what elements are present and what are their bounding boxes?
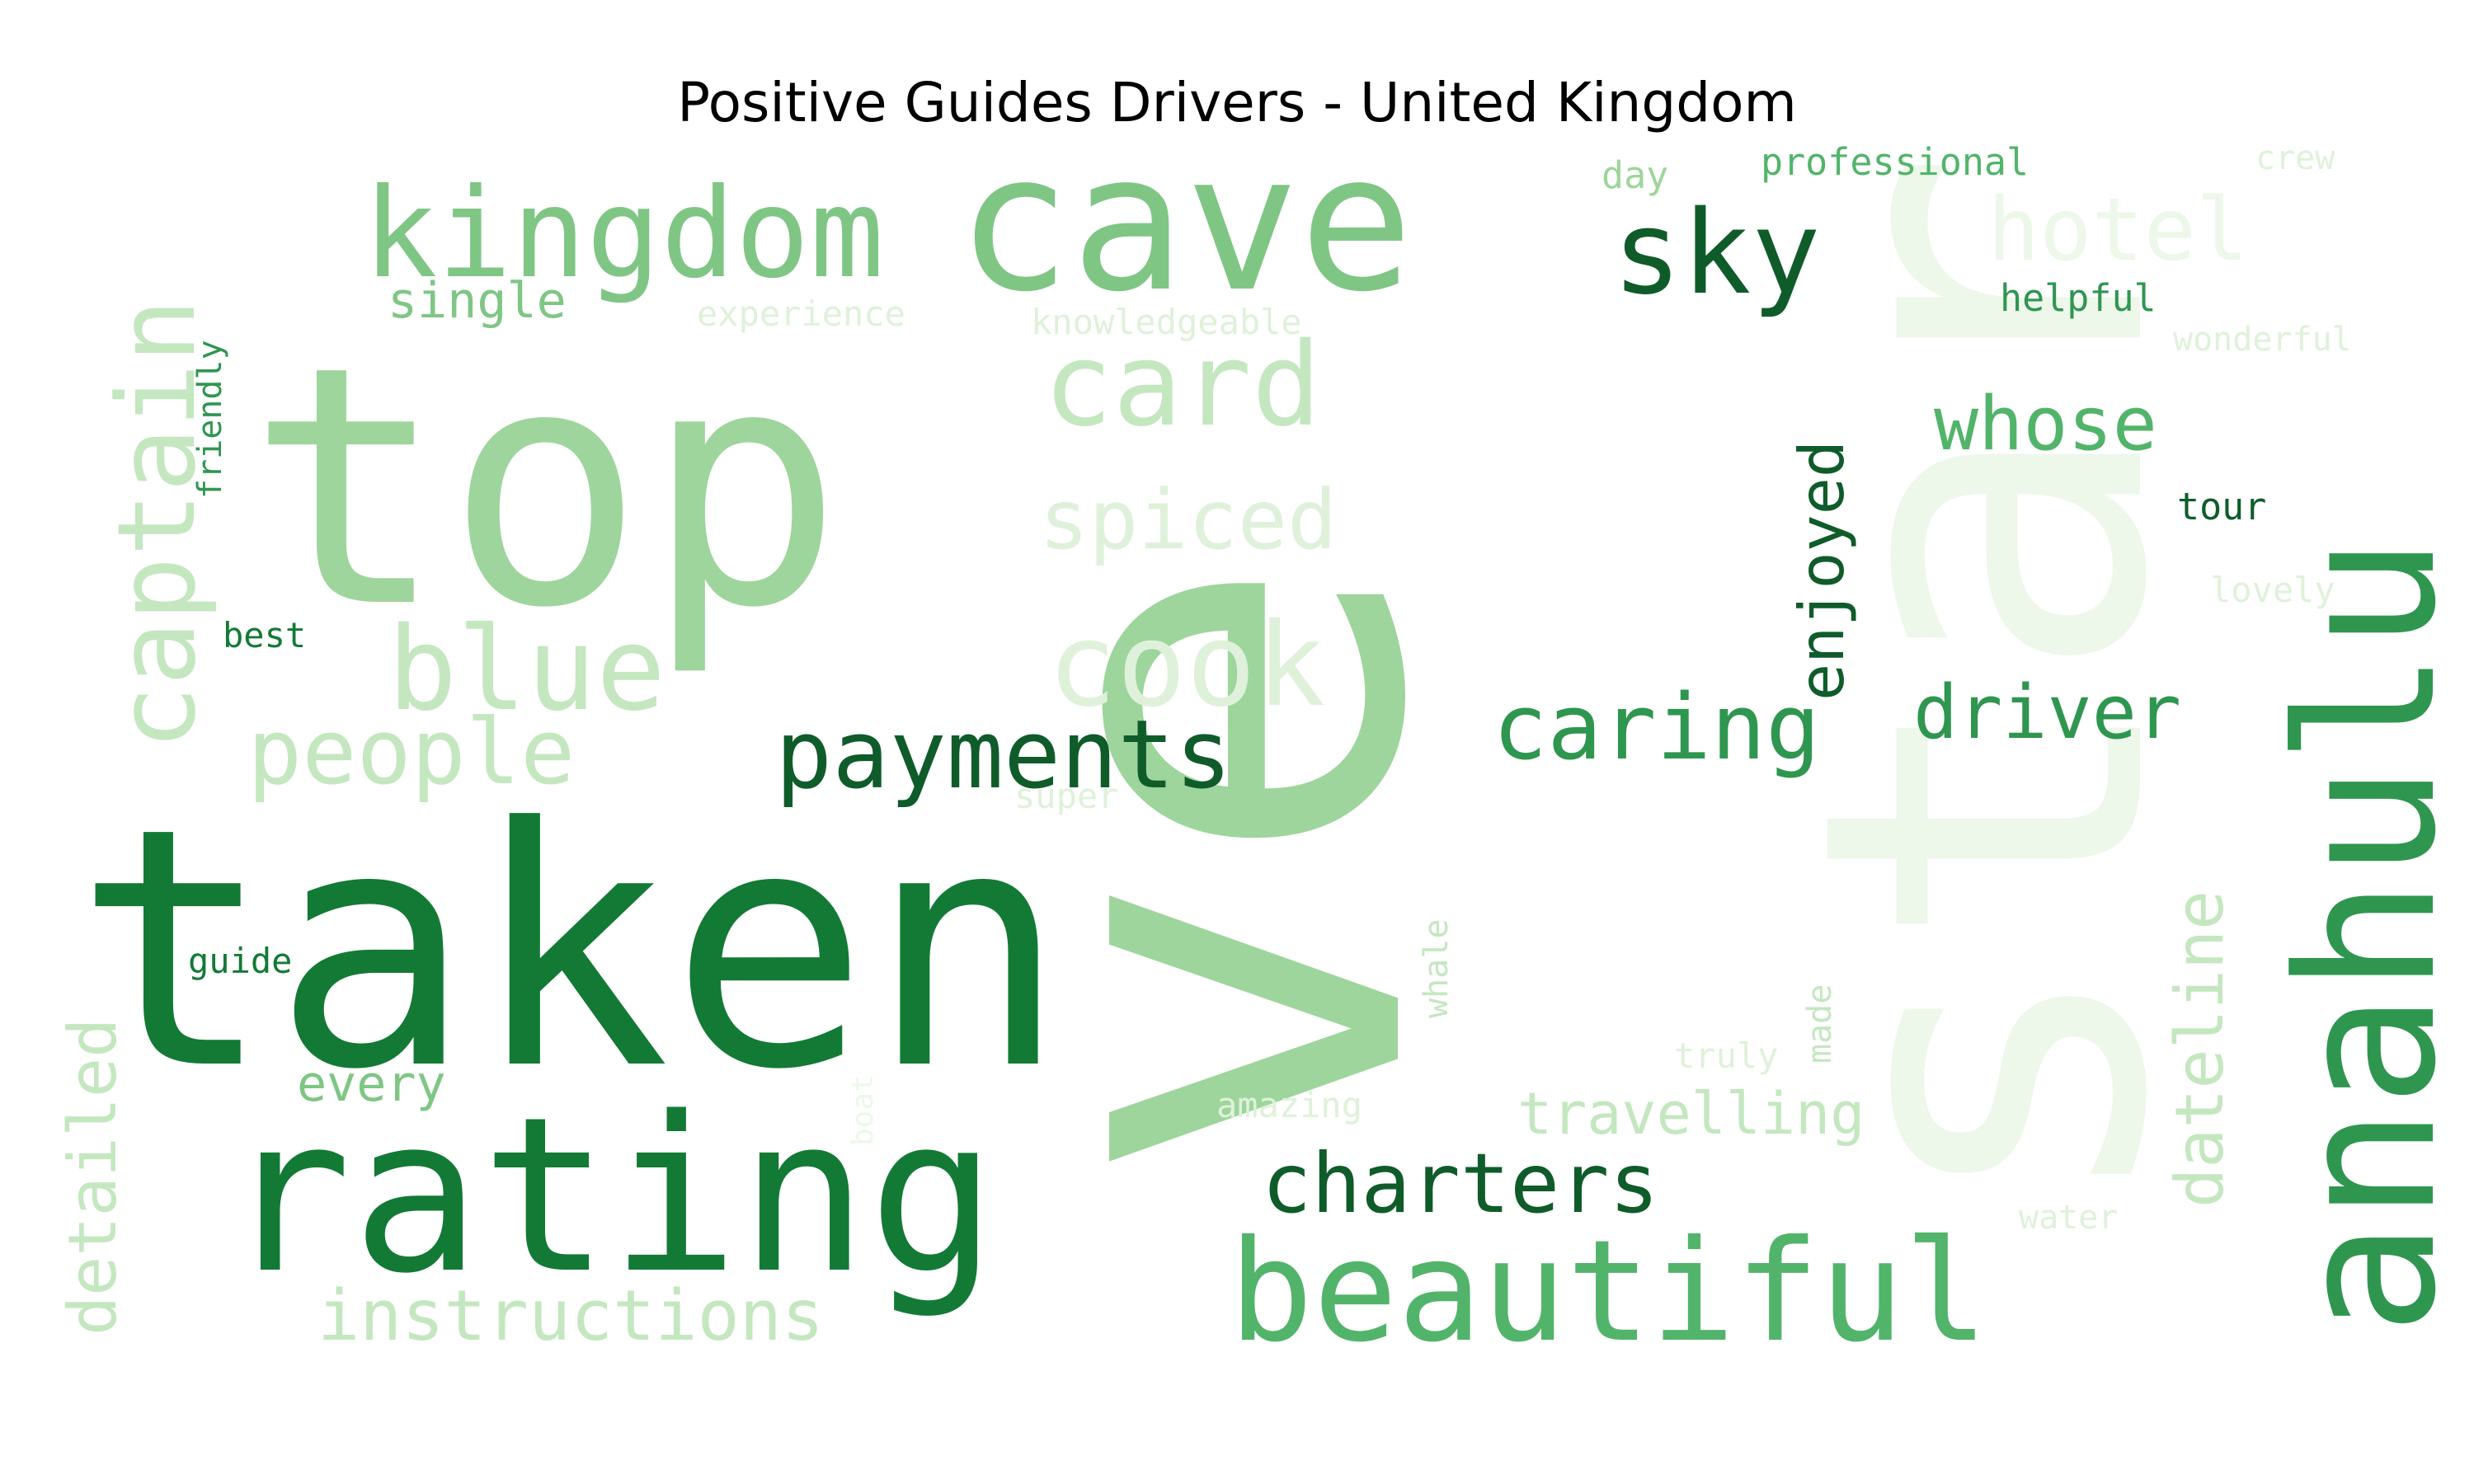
word-hotel: hotel <box>1987 180 2248 280</box>
word-tour: tour <box>2177 485 2266 528</box>
word-lovely: lovely <box>2210 570 2335 610</box>
word-spiced: spiced <box>1039 472 1337 568</box>
word-crew: crew <box>2255 139 2335 177</box>
word-beautiful: beautiful <box>1229 1210 1988 1374</box>
word-super: super <box>1014 776 1118 816</box>
word-friendly: friendly <box>191 340 229 499</box>
word-every: every <box>297 1055 446 1113</box>
word-people: people <box>247 699 575 805</box>
word-cook: cook <box>1047 599 1325 733</box>
word-caring: caring <box>1493 674 1820 780</box>
word-whose: whose <box>1934 381 2157 467</box>
word-whale: whale <box>1418 919 1456 1018</box>
word-professional: professional <box>1761 140 2029 184</box>
word-instructions: instructions <box>317 1275 824 1357</box>
word-truly: truly <box>1674 1036 1778 1076</box>
word-card: card <box>1043 318 1321 453</box>
word-kingdom: kingdom <box>363 162 884 306</box>
word-anahulu: anahulu <box>2258 537 2474 1336</box>
word-star: star <box>1728 148 2246 1220</box>
word-water: water <box>2019 1199 2118 1237</box>
word-enjoyed: enjoyed <box>1785 440 1858 701</box>
word-single: single <box>388 272 567 330</box>
word-driver: driver <box>1913 669 2181 756</box>
word-guide: guide <box>188 941 292 981</box>
word-rating: rating <box>223 1072 997 1321</box>
word-best: best <box>223 615 306 655</box>
word-payments: payments <box>775 700 1232 810</box>
word-travelling: travelling <box>1517 1080 1865 1148</box>
chart-title: Positive Guides Drivers - United Kingdom <box>677 71 1797 134</box>
word-top: top <box>247 297 843 680</box>
word-captain: captain <box>94 298 219 750</box>
word-amazing: amazing <box>1216 1085 1362 1125</box>
word-sky: sky <box>1612 186 1821 321</box>
word-wonderful: wonderful <box>2173 321 2352 359</box>
word-blue: blue <box>388 603 666 737</box>
word-day: day <box>1602 153 1668 197</box>
word-charters: charters <box>1262 1135 1659 1232</box>
word-ve: ve <box>908 552 1522 1187</box>
word-dateline: dateline <box>2161 890 2238 1208</box>
word-cave: cave <box>957 114 1413 334</box>
word-experience: experience <box>697 294 905 334</box>
word-detailed: detailed <box>54 1018 131 1336</box>
word-taken: taken <box>74 758 1067 1142</box>
word-knowledgeable: knowledgeable <box>1031 302 1302 342</box>
word-boat: boat <box>846 1074 880 1146</box>
word-made: made <box>1801 984 1839 1064</box>
word-helpful: helpful <box>2000 276 2157 320</box>
